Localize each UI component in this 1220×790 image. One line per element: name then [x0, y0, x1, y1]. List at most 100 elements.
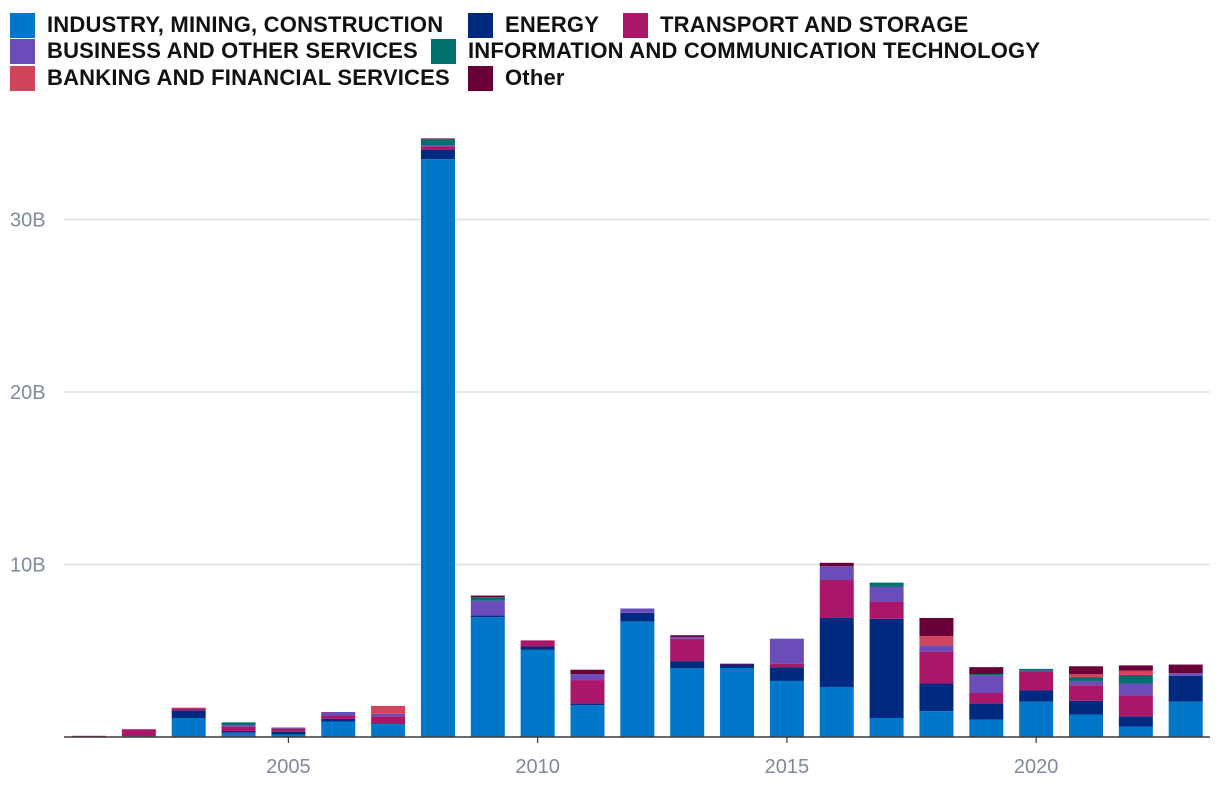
- bar-segment[interactable]: [1019, 671, 1054, 691]
- bar-segment[interactable]: [321, 718, 356, 722]
- bar-segment[interactable]: [271, 731, 306, 735]
- bar-segment[interactable]: [720, 664, 755, 668]
- bar-segment[interactable]: [769, 680, 804, 737]
- bar-segment[interactable]: [171, 710, 206, 719]
- bar-segment[interactable]: [869, 601, 904, 619]
- bar-segment[interactable]: [221, 724, 256, 727]
- bar-segment[interactable]: [1118, 695, 1153, 717]
- bar-segment[interactable]: [620, 612, 655, 622]
- bar-segment[interactable]: [1069, 714, 1103, 737]
- bar-segment[interactable]: [969, 719, 1004, 737]
- bar-segment[interactable]: [670, 635, 705, 637]
- bar-segment[interactable]: [969, 675, 1004, 694]
- bar-segment[interactable]: [869, 718, 904, 737]
- bar-segment[interactable]: [1069, 677, 1103, 681]
- bar-segment[interactable]: [221, 730, 256, 733]
- bar-segment[interactable]: [819, 562, 854, 567]
- bar-segment[interactable]: [1118, 674, 1153, 684]
- bar-segment[interactable]: [1118, 670, 1153, 675]
- bar-segment[interactable]: [420, 145, 455, 147]
- bar-segment[interactable]: [869, 582, 904, 587]
- bar-segment[interactable]: [670, 638, 705, 662]
- bar-segment[interactable]: [1168, 675, 1203, 702]
- bar-segment[interactable]: [420, 149, 455, 160]
- bar-segment[interactable]: [869, 586, 904, 602]
- bar-segment[interactable]: [1019, 701, 1054, 737]
- bar-segment[interactable]: [171, 718, 206, 737]
- bar-segment[interactable]: [1118, 683, 1153, 696]
- bar-segment[interactable]: [1118, 716, 1153, 727]
- bar-segment[interactable]: [1168, 664, 1203, 674]
- bar-segment[interactable]: [420, 159, 455, 737]
- bar-segment[interactable]: [1069, 680, 1103, 686]
- bar-segment[interactable]: [321, 711, 356, 716]
- bar-segment[interactable]: [1019, 668, 1054, 671]
- bar-segment[interactable]: [769, 663, 804, 668]
- bar-segment[interactable]: [420, 138, 455, 140]
- legend-item-ict[interactable]: INFORMATION AND COMMUNICATION TECHNOLOGY: [431, 38, 1040, 64]
- bar-segment[interactable]: [271, 727, 306, 729]
- bar-segment[interactable]: [470, 595, 505, 598]
- legend-item-transport[interactable]: TRANSPORT AND STORAGE: [623, 12, 969, 38]
- bar-segment[interactable]: [1069, 700, 1103, 715]
- bar-segment[interactable]: [121, 729, 156, 737]
- bar-segment[interactable]: [769, 638, 804, 664]
- legend-item-industry[interactable]: INDUSTRY, MINING, CONSTRUCTION: [10, 12, 443, 38]
- bar-segment[interactable]: [969, 667, 1004, 675]
- bar-segment[interactable]: [1168, 701, 1203, 737]
- bar-segment[interactable]: [919, 683, 954, 712]
- bar-segment[interactable]: [670, 661, 705, 668]
- bar-segment[interactable]: [919, 651, 954, 684]
- bar-segment[interactable]: [371, 716, 406, 725]
- bar-segment[interactable]: [1118, 665, 1153, 671]
- bar-segment[interactable]: [271, 728, 306, 732]
- bar-segment[interactable]: [969, 703, 1004, 720]
- bar-segment[interactable]: [470, 597, 505, 601]
- bar-segment[interactable]: [1069, 674, 1103, 678]
- bar-segment[interactable]: [470, 615, 505, 618]
- bar-segment[interactable]: [520, 649, 555, 737]
- bar-segment[interactable]: [420, 139, 455, 146]
- bar-segment[interactable]: [819, 686, 854, 737]
- bar-segment[interactable]: [321, 715, 356, 719]
- bar-segment[interactable]: [221, 732, 256, 737]
- bar-segment[interactable]: [769, 667, 804, 681]
- bar-segment[interactable]: [919, 636, 954, 646]
- bar-segment[interactable]: [620, 608, 655, 613]
- bar-segment[interactable]: [570, 705, 605, 737]
- bar-segment[interactable]: [570, 680, 605, 704]
- bar-segment[interactable]: [520, 646, 555, 650]
- bar-segment[interactable]: [570, 674, 605, 681]
- bar-segment[interactable]: [321, 721, 356, 737]
- bar-segment[interactable]: [1069, 666, 1103, 675]
- bar-segment[interactable]: [221, 722, 256, 725]
- bar-segment[interactable]: [620, 621, 655, 737]
- bar-segment[interactable]: [969, 674, 1004, 676]
- bar-segment[interactable]: [969, 693, 1004, 704]
- bar-segment[interactable]: [1069, 685, 1103, 701]
- bar-segment[interactable]: [520, 640, 555, 647]
- bar-segment[interactable]: [1019, 690, 1054, 702]
- bar-segment[interactable]: [371, 724, 406, 737]
- bar-segment[interactable]: [470, 600, 505, 616]
- legend-item-business[interactable]: BUSINESS AND OTHER SERVICES: [10, 38, 418, 64]
- bar-segment[interactable]: [670, 636, 705, 639]
- bar-segment[interactable]: [1118, 726, 1153, 737]
- bar-segment[interactable]: [420, 146, 455, 150]
- bar-segment[interactable]: [919, 645, 954, 652]
- bar-segment[interactable]: [1168, 673, 1203, 676]
- bar-segment[interactable]: [670, 668, 705, 737]
- bar-segment[interactable]: [919, 711, 954, 737]
- bar-segment[interactable]: [720, 668, 755, 737]
- bar-segment[interactable]: [819, 580, 854, 618]
- bar-segment[interactable]: [72, 735, 106, 737]
- bar-segment[interactable]: [919, 617, 954, 637]
- bar-segment[interactable]: [819, 566, 854, 581]
- bar-segment[interactable]: [371, 713, 406, 717]
- bar-segment[interactable]: [221, 726, 256, 731]
- legend-item-banking[interactable]: BANKING AND FINANCIAL SERVICES: [10, 65, 450, 91]
- bar-segment[interactable]: [371, 705, 406, 714]
- bar-segment[interactable]: [171, 708, 206, 711]
- bar-segment[interactable]: [570, 669, 605, 675]
- bar-segment[interactable]: [819, 617, 854, 687]
